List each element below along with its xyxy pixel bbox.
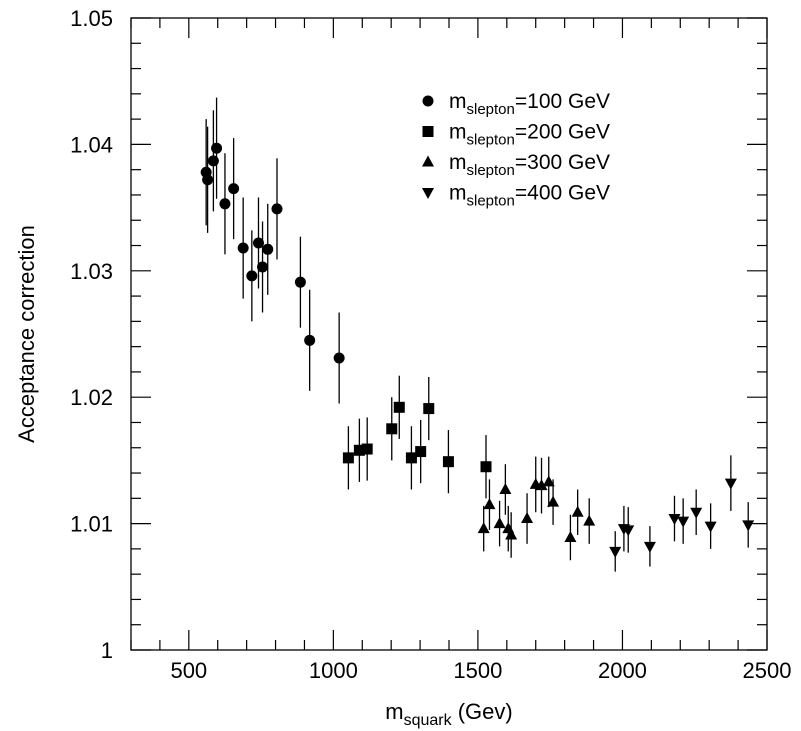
- x-tick-label: 1000: [309, 658, 358, 683]
- y-tick-label: 1.03: [70, 259, 113, 284]
- y-tick-label: 1.04: [70, 132, 113, 157]
- data-point: [483, 498, 496, 510]
- data-point: [493, 517, 506, 529]
- data-point: [207, 155, 219, 167]
- axis-ticks: [130, 17, 768, 651]
- data-point: [333, 352, 345, 364]
- data-point: [704, 521, 717, 533]
- series-3: [477, 456, 596, 561]
- data-point: [499, 482, 512, 494]
- x-axis-label: msquark (Gev): [385, 699, 512, 729]
- y-tick-label: 1.01: [70, 512, 113, 537]
- data-points: [200, 97, 755, 572]
- data-point: [211, 142, 223, 154]
- series-2: [342, 375, 492, 499]
- data-point: [353, 444, 365, 456]
- data-point: [304, 334, 316, 346]
- y-tick-label: 1: [101, 638, 113, 663]
- data-point: [583, 514, 596, 526]
- data-point: [547, 495, 560, 507]
- data-point: [386, 423, 398, 435]
- data-point: [677, 516, 690, 528]
- legend-label: mslepton=400 GeV: [449, 182, 610, 210]
- data-point: [668, 514, 681, 526]
- data-point: [257, 261, 269, 273]
- data-point: [480, 461, 492, 473]
- data-point: [521, 512, 534, 524]
- data-point: [393, 401, 405, 413]
- x-tick-label: 1500: [453, 658, 502, 683]
- data-point: [202, 174, 214, 186]
- data-point: [228, 183, 240, 195]
- data-point: [252, 237, 264, 249]
- data-point: [219, 198, 231, 210]
- legend-entry-1: mslepton=100 GeV: [422, 90, 610, 118]
- data-point: [405, 452, 417, 464]
- x-tick-label: 500: [170, 658, 207, 683]
- data-point: [643, 541, 656, 553]
- data-point: [622, 525, 635, 537]
- series-1: [200, 97, 345, 404]
- legend-entry-4: mslepton=400 GeV: [422, 182, 610, 210]
- data-point: [724, 478, 737, 490]
- data-point: [571, 505, 584, 517]
- data-point: [342, 452, 354, 464]
- data-point: [294, 276, 306, 288]
- x-tick-label: 2500: [743, 658, 792, 683]
- legend-marker: [422, 126, 434, 137]
- data-point: [361, 443, 373, 455]
- data-point: [415, 446, 427, 458]
- data-point: [477, 522, 490, 534]
- legend-marker: [422, 95, 434, 107]
- data-point: [237, 242, 249, 254]
- data-point: [505, 528, 518, 540]
- legend-marker: [422, 188, 434, 199]
- data-point: [742, 520, 755, 532]
- y-tick-label: 1.05: [70, 6, 113, 31]
- legend-label: mslepton=200 GeV: [449, 121, 610, 149]
- data-point: [262, 243, 274, 255]
- series-4: [609, 455, 755, 572]
- data-point: [423, 403, 435, 415]
- x-tick-label: 2000: [598, 658, 647, 683]
- y-axis-label: Acceptance correction: [14, 225, 39, 443]
- legend-marker: [422, 155, 434, 167]
- y-tick-label: 1.02: [70, 385, 113, 410]
- legend-entry-3: mslepton=300 GeV: [422, 151, 610, 179]
- data-point: [271, 203, 283, 215]
- data-point: [690, 507, 703, 519]
- tick-labels: 500 1000 1500 2000 2500 1 1.01 1.02 1.03 1.04 1.05: [70, 6, 791, 683]
- data-point: [564, 531, 577, 543]
- data-point: [535, 479, 548, 491]
- legend-entry-2: mslepton=200 GeV: [422, 121, 610, 149]
- legend-label: mslepton=100 GeV: [449, 90, 610, 118]
- data-point: [542, 475, 555, 487]
- data-point: [246, 270, 258, 282]
- data-point: [609, 546, 622, 558]
- data-point: [442, 456, 454, 468]
- legend-label: mslepton=300 GeV: [449, 151, 610, 179]
